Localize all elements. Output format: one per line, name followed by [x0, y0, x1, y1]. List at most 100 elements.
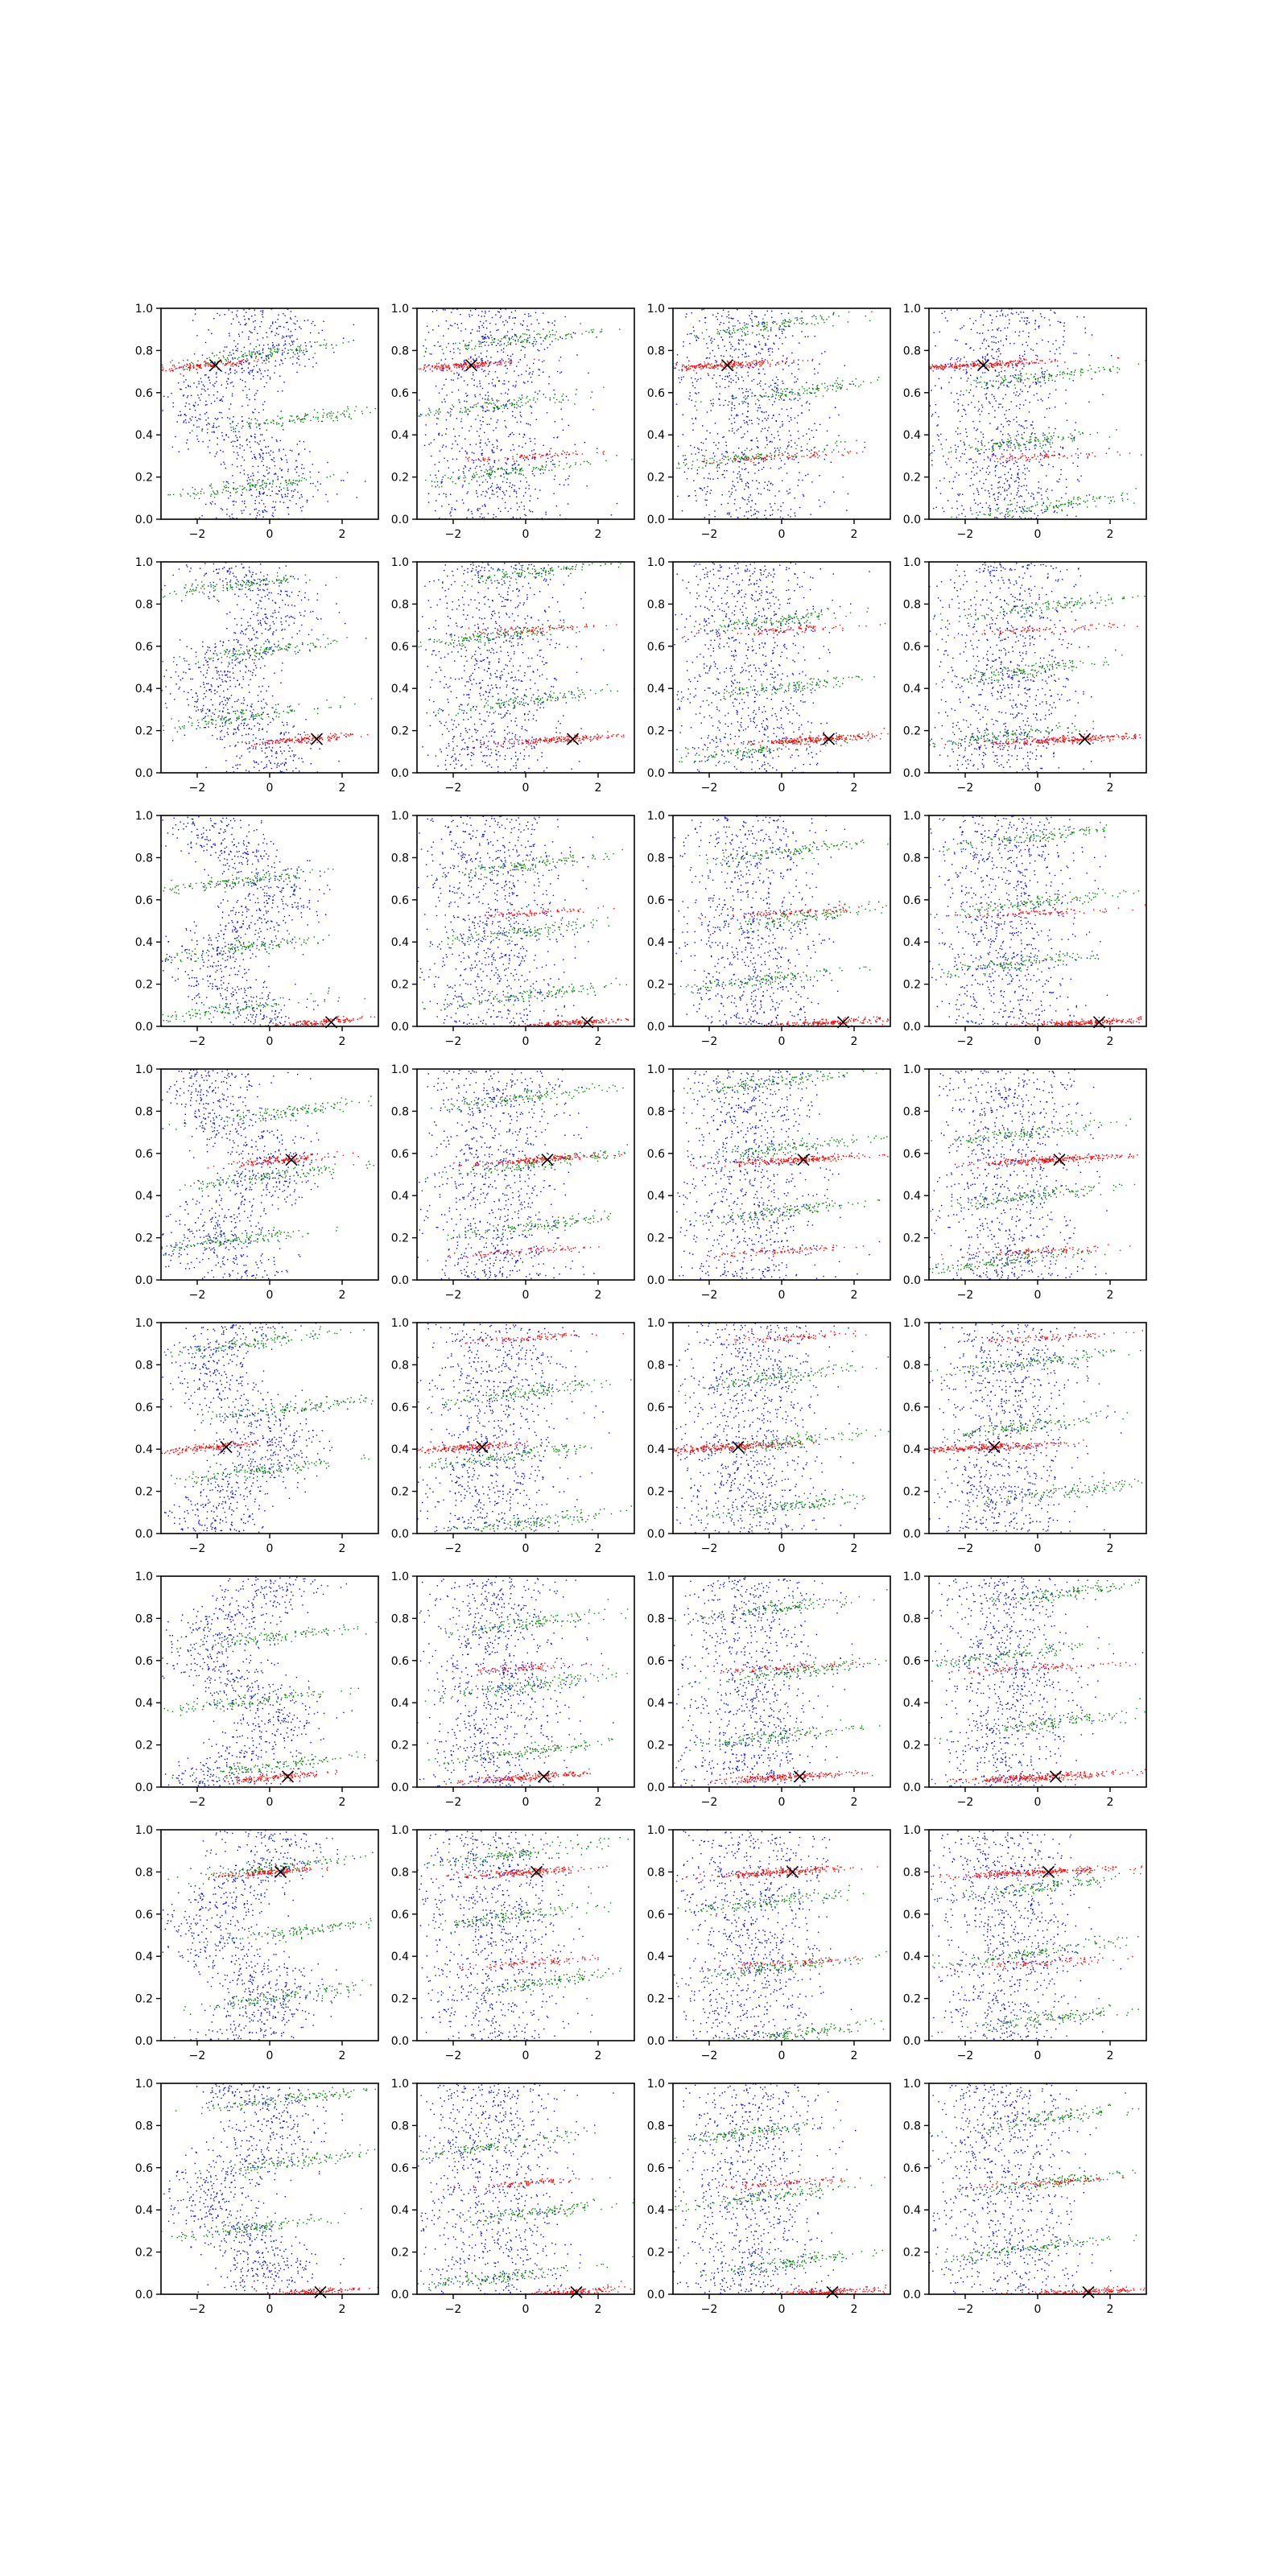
point-blue	[270, 450, 272, 452]
point-blue	[309, 471, 311, 473]
point-blue	[751, 392, 753, 394]
point-blue	[460, 376, 462, 378]
point-blue	[1073, 438, 1075, 440]
point-green	[725, 456, 727, 458]
point-blue	[233, 504, 234, 506]
point-blue	[1009, 342, 1011, 345]
point-red	[737, 361, 739, 363]
point-blue	[824, 351, 826, 353]
point-blue	[935, 404, 937, 406]
point-green	[765, 328, 766, 330]
point-blue	[747, 510, 749, 513]
point-green	[540, 336, 542, 339]
point-blue	[767, 417, 769, 419]
point-green	[551, 469, 553, 471]
point-blue	[990, 440, 993, 442]
point-green	[418, 415, 419, 417]
point-red	[500, 361, 502, 364]
point-blue	[769, 489, 770, 491]
point-blue	[459, 450, 460, 452]
point-blue	[788, 441, 790, 444]
point-blue	[999, 315, 1001, 316]
point-blue	[1057, 320, 1059, 323]
point-blue	[487, 365, 489, 367]
point-green	[493, 471, 495, 473]
point-blue	[988, 345, 989, 347]
point-green	[277, 350, 279, 352]
point-blue	[215, 453, 217, 455]
point-blue	[753, 464, 755, 466]
point-green	[824, 448, 825, 450]
point-blue	[568, 475, 570, 477]
point-blue	[488, 463, 489, 464]
point-blue	[522, 495, 525, 497]
point-blue	[489, 322, 491, 324]
point-blue	[731, 423, 733, 424]
point-blue	[258, 353, 260, 355]
point-blue	[454, 508, 456, 510]
point-blue	[912, 442, 913, 443]
point-blue	[284, 315, 286, 316]
point-blue	[754, 503, 757, 505]
point-blue	[1000, 463, 1001, 464]
point-blue	[453, 373, 455, 374]
point-blue	[698, 392, 700, 394]
point-blue	[978, 408, 980, 410]
point-blue	[188, 403, 190, 405]
point-blue	[664, 419, 665, 420]
point-blue	[733, 471, 734, 473]
point-blue	[1076, 316, 1078, 318]
point-blue	[757, 488, 758, 489]
point-blue	[463, 468, 464, 469]
point-green	[509, 339, 510, 341]
point-blue	[450, 379, 452, 381]
point-blue	[303, 320, 306, 321]
point-blue	[693, 480, 695, 481]
point-green	[524, 333, 526, 335]
point-blue	[731, 491, 733, 493]
point-blue	[741, 497, 743, 498]
point-blue	[745, 398, 746, 400]
point-blue	[757, 417, 758, 419]
point-blue	[774, 321, 776, 323]
point-blue	[442, 444, 444, 446]
point-blue	[704, 499, 706, 501]
point-blue	[921, 334, 922, 335]
point-blue	[965, 431, 968, 433]
point-blue	[1035, 383, 1037, 385]
point-blue	[279, 364, 281, 365]
point-blue	[234, 369, 236, 371]
point-blue	[272, 501, 275, 502]
point-red	[717, 365, 719, 367]
point-red	[176, 367, 178, 369]
point-blue	[190, 394, 192, 396]
point-blue	[996, 351, 997, 353]
point-green	[762, 326, 764, 328]
point-green	[232, 422, 233, 423]
point-green	[762, 318, 764, 320]
point-blue	[991, 336, 993, 337]
point-green	[745, 456, 747, 458]
point-blue	[508, 389, 510, 390]
point-red	[788, 454, 790, 456]
point-blue	[254, 320, 256, 322]
point-green	[265, 362, 266, 364]
point-blue	[1016, 502, 1018, 503]
point-blue	[997, 498, 999, 500]
point-blue	[425, 348, 427, 349]
point-blue	[548, 376, 550, 378]
point-blue	[964, 448, 967, 451]
point-blue	[994, 369, 996, 371]
point-blue	[997, 375, 999, 377]
point-blue	[443, 309, 444, 311]
point-blue	[814, 423, 815, 424]
point-blue	[497, 311, 499, 312]
point-green	[290, 483, 291, 485]
point-green	[511, 405, 513, 407]
point-red	[699, 366, 700, 369]
point-blue	[486, 409, 488, 411]
point-blue	[1026, 317, 1028, 319]
point-green	[550, 334, 551, 336]
point-green	[766, 327, 768, 328]
